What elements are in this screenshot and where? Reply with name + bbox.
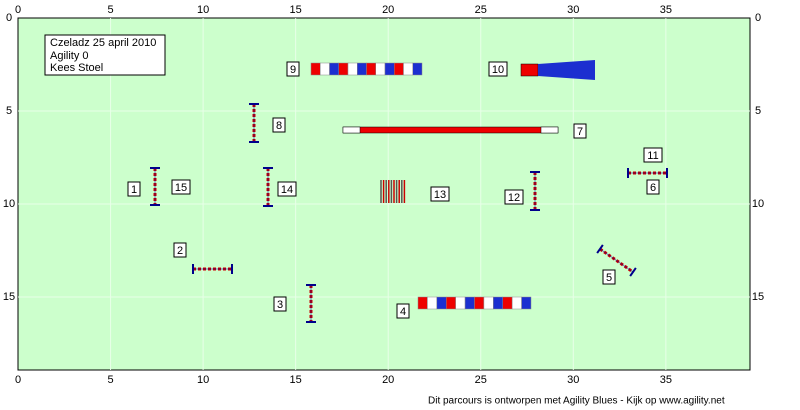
tunnel-segment <box>427 296 438 310</box>
x-tick-label: 5 <box>107 374 113 386</box>
obstacle-number: 2 <box>177 245 183 257</box>
x-tick-label: 5 <box>107 4 113 16</box>
x-tick-label: 0 <box>15 374 21 386</box>
number-box <box>573 123 587 139</box>
info-box <box>44 34 166 76</box>
obstacle-number: 14 <box>281 184 293 196</box>
obstacle-number: 8 <box>276 120 282 132</box>
number-box <box>286 61 300 77</box>
number-box <box>504 189 524 205</box>
x-tick-label: 20 <box>382 4 394 16</box>
y-tick-label: 10 <box>752 198 764 210</box>
tunnel-segment <box>474 296 485 310</box>
tunnel-segment <box>375 62 386 76</box>
tunnel-segment <box>436 296 447 310</box>
obstacle-number: 7 <box>577 126 583 138</box>
number-box <box>488 61 508 77</box>
obstacle-number: 10 <box>492 64 504 76</box>
obstacle-number: 4 <box>400 306 406 318</box>
obstacle-number: 3 <box>277 299 283 311</box>
number-box <box>273 296 287 312</box>
y-tick-label: 0 <box>755 12 761 24</box>
tunnel-segment <box>320 62 330 76</box>
info-line: Kees Stoel <box>50 62 103 74</box>
tunnel-segment <box>412 62 423 76</box>
y-tick-label: 15 <box>3 291 15 303</box>
dogwalk-contact <box>540 126 559 134</box>
tunnel-segment <box>493 296 504 310</box>
x-tick-label: 10 <box>197 374 209 386</box>
tunnel-segment <box>384 62 395 76</box>
chute-barrel <box>520 63 539 77</box>
x-tick-label: 10 <box>197 4 209 16</box>
x-tick-label: 20 <box>382 374 394 386</box>
tunnel-segment <box>347 62 358 76</box>
obstacle-number: 9 <box>290 64 296 76</box>
tunnel-segment <box>310 62 321 76</box>
dogwalk-plank <box>342 126 559 134</box>
tunnel-segment <box>464 296 475 310</box>
tunnel-segment <box>357 62 367 76</box>
x-tick-label: 25 <box>475 4 487 16</box>
tunnel-segment <box>403 62 413 76</box>
x-tick-label: 35 <box>660 374 672 386</box>
obstacle-number: 13 <box>434 189 446 201</box>
x-tick-label: 30 <box>567 4 579 16</box>
number-box <box>646 179 660 195</box>
info-line: Agility 0 <box>50 50 89 62</box>
info-line: Czeladz 25 april 2010 <box>50 37 156 49</box>
tunnel-segment <box>446 296 456 310</box>
chute-fabric <box>538 60 595 80</box>
tunnel-segment <box>394 62 404 76</box>
x-tick-label: 15 <box>290 4 302 16</box>
x-tick-label: 0 <box>15 4 21 16</box>
tunnel-segment <box>417 296 428 310</box>
x-tick-label: 30 <box>567 374 579 386</box>
tunnel-segment <box>511 296 522 310</box>
number-box <box>127 181 141 197</box>
tunnel-segment <box>483 296 494 310</box>
x-tick-label: 35 <box>660 4 672 16</box>
number-box <box>602 269 616 285</box>
footer: Dit parcours is ontworpen met Agility Bl… <box>428 396 725 407</box>
obstacle-number: 15 <box>175 182 187 194</box>
number-box <box>430 186 450 202</box>
number-box <box>277 181 297 197</box>
tunnel-segment <box>366 62 376 76</box>
tunnel-segment <box>329 62 339 76</box>
obstacle-number: 6 <box>650 182 656 194</box>
obstacle-number: 11 <box>647 150 658 162</box>
number-box <box>171 179 191 195</box>
number-box <box>173 242 187 258</box>
y-tick-label: 15 <box>752 291 764 303</box>
dogwalk-contact <box>342 126 361 134</box>
number-box <box>272 117 286 133</box>
y-tick-label: 0 <box>6 12 12 24</box>
tunnel-segment <box>521 296 532 310</box>
tunnel-segment <box>338 62 349 76</box>
tunnel-segment <box>455 296 466 310</box>
obstacle-number: 12 <box>508 192 520 204</box>
obstacle-number: 5 <box>606 272 612 284</box>
y-tick-label: 5 <box>755 105 761 117</box>
x-tick-label: 25 <box>475 374 487 386</box>
obstacle-number: 1 <box>131 184 137 196</box>
x-tick-label: 15 <box>290 374 302 386</box>
tunnel-segment <box>502 296 513 310</box>
number-box <box>396 303 410 319</box>
number-box <box>643 147 663 163</box>
jump-edge <box>599 248 634 273</box>
y-tick-label: 5 <box>6 105 12 117</box>
y-tick-label: 10 <box>3 198 15 210</box>
